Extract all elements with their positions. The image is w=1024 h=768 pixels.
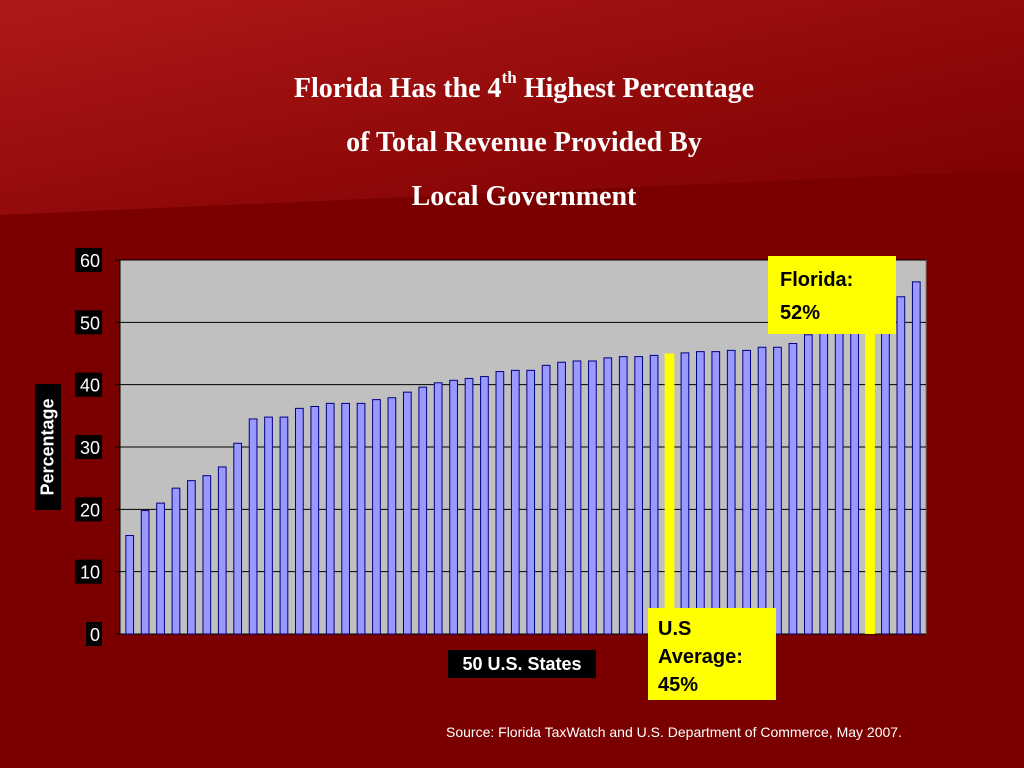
bar (711, 351, 721, 635)
y-tick-label-bg (75, 310, 102, 335)
bar (356, 402, 366, 635)
bar (803, 334, 813, 635)
bar (649, 354, 659, 635)
bar (634, 356, 644, 635)
highlight-bar (664, 353, 675, 634)
bar (495, 371, 505, 635)
bar (603, 357, 613, 635)
y-axis-label: Percentage (35, 384, 61, 510)
bar (418, 386, 428, 635)
bar (850, 318, 859, 635)
bar (526, 369, 536, 635)
bar (449, 379, 458, 635)
bar (788, 343, 798, 635)
y-tick-label: 60 (80, 251, 100, 271)
florida-callout: Florida: 52% (768, 256, 896, 334)
bar (896, 296, 906, 635)
bar (325, 402, 335, 635)
y-tick-label-bg (75, 372, 102, 397)
bar (295, 407, 304, 635)
bar (834, 326, 844, 635)
y-tick-label-bg (75, 435, 102, 459)
bar (618, 356, 628, 635)
bar (140, 510, 150, 635)
x-axis-label: 50 U.S. States (448, 650, 596, 678)
bar (171, 487, 181, 635)
y-tick-label: 30 (80, 438, 100, 458)
y-tick-label-bg (75, 559, 102, 584)
bar (264, 416, 273, 635)
bar (125, 535, 135, 635)
bar (248, 418, 258, 635)
y-tick-label: 10 (80, 563, 100, 583)
bar (557, 361, 566, 635)
title-line-1: Florida Has the 4th Highest Percentage (293, 67, 755, 104)
bar (402, 391, 412, 635)
bar (680, 352, 690, 635)
y-tick-label: 50 (80, 313, 100, 333)
y-tick-label: 20 (80, 500, 100, 520)
bar (310, 405, 320, 635)
bar (387, 397, 397, 635)
bar (773, 346, 782, 635)
bar (819, 328, 829, 635)
bar (696, 351, 705, 635)
bar (510, 369, 520, 635)
bar (742, 349, 751, 635)
y-tick-label-bg (75, 248, 102, 272)
us-average-value: 45% (658, 674, 699, 696)
bar (202, 475, 212, 635)
bar (588, 360, 597, 635)
bar (572, 360, 582, 635)
bar (757, 346, 767, 635)
bar (911, 281, 921, 635)
bar (541, 364, 551, 635)
florida-callout-label: Florida: (780, 269, 854, 291)
bar (464, 377, 474, 635)
bar (881, 312, 890, 635)
bar (156, 502, 165, 635)
bar (341, 402, 350, 635)
us-average-label-2: Average: (658, 646, 743, 668)
bar (726, 349, 736, 635)
title-line-3: Local Government (411, 181, 637, 212)
bar (279, 416, 289, 635)
bar (233, 442, 243, 635)
us-average-label-1: U.S (658, 618, 692, 640)
bar (480, 376, 489, 635)
y-tick-label: 40 (80, 376, 100, 396)
title-line-2: of Total Revenue Provided By (346, 127, 702, 158)
source-note: Source: Florida TaxWatch and U.S. Depart… (446, 724, 902, 740)
bar (187, 480, 196, 635)
y-tick-label: 0 (90, 625, 100, 645)
bar (433, 382, 443, 635)
y-tick-label-bg (75, 497, 102, 522)
florida-callout-value: 52% (780, 302, 821, 324)
bar (217, 466, 227, 635)
y-tick-label-bg (86, 622, 102, 646)
highlight-bar (865, 309, 875, 634)
us-average-callout: U.S Average: 45% (648, 608, 776, 700)
bar (372, 399, 381, 635)
